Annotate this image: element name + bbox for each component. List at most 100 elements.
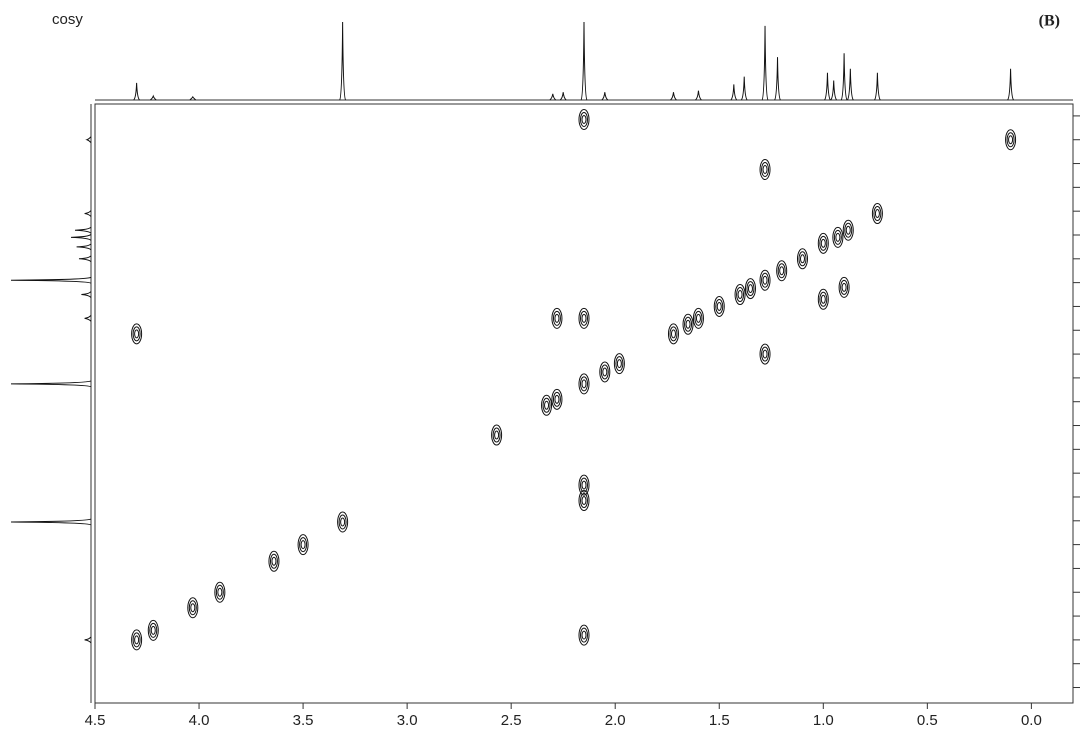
top-projection-peak	[559, 92, 567, 101]
contour-ring	[840, 279, 849, 295]
top-projection-peak	[133, 82, 141, 101]
contour-ring	[541, 394, 553, 416]
contour-ring	[759, 158, 771, 180]
left-projection-peak	[85, 136, 92, 144]
top-projection-peak	[740, 76, 748, 101]
contour-ring	[599, 361, 611, 383]
contour-ring	[215, 584, 224, 600]
cross-peak	[832, 226, 844, 248]
contour-ring	[554, 313, 560, 323]
cross-peak	[541, 394, 553, 416]
top-projection-peak	[189, 95, 197, 101]
cross-peak	[713, 295, 725, 317]
contour-ring	[871, 203, 883, 225]
contour-ring	[667, 323, 679, 345]
cross-peak	[599, 361, 611, 383]
left-projection-peak	[10, 276, 92, 284]
top-projection-peak	[549, 93, 557, 101]
top-projection-peak	[830, 80, 838, 101]
contour-ring	[747, 284, 753, 294]
cross-peak	[297, 534, 309, 556]
contour-ring	[600, 364, 609, 380]
top-projection-peak	[730, 84, 738, 101]
contour-ring	[819, 235, 828, 251]
cross-peak	[131, 629, 143, 651]
cross-peak	[817, 288, 829, 310]
contour-ring	[551, 388, 563, 410]
contour-ring	[552, 310, 561, 326]
contour-ring	[269, 553, 278, 569]
x-tick-label: 4.5	[85, 712, 106, 729]
left-projection-peak	[74, 226, 92, 234]
contour-ring	[759, 343, 771, 365]
contour-ring	[779, 266, 785, 276]
cross-peak	[578, 624, 590, 646]
contour-ring	[134, 635, 140, 645]
left-projection-peak	[76, 243, 92, 251]
top-projection-peak	[580, 21, 588, 101]
contour-ring	[762, 164, 768, 174]
contour-ring	[188, 600, 197, 616]
contour-ring	[694, 310, 703, 326]
contour-ring	[581, 379, 587, 389]
plot-frame	[94, 103, 1074, 704]
contour-ring	[684, 316, 693, 332]
contour-ring	[613, 353, 625, 375]
contour-ring	[338, 514, 347, 530]
contour-ring	[817, 288, 829, 310]
left-projection-peak	[10, 380, 92, 388]
contour-ring	[544, 400, 550, 410]
contour-ring	[670, 329, 676, 339]
contour-ring	[268, 550, 280, 572]
contour-ring	[844, 222, 853, 238]
contour-ring	[131, 323, 143, 345]
contour-ring	[581, 630, 587, 640]
contour-ring	[578, 624, 590, 646]
contour-ring	[737, 290, 743, 300]
top-projection-peak	[695, 90, 702, 101]
x-tick-label: 1.0	[813, 712, 834, 729]
contour-ring	[491, 424, 503, 446]
contour-ring	[734, 284, 746, 306]
cross-peak	[337, 511, 349, 533]
cross-peak	[551, 307, 563, 329]
contour-ring	[580, 310, 588, 326]
contour-ring	[1005, 129, 1017, 151]
cross-peak	[871, 203, 883, 225]
cross-peak	[578, 373, 590, 395]
cross-peak	[667, 323, 679, 345]
contour-ring	[761, 272, 770, 288]
cross-peak	[734, 284, 746, 306]
left-projection-peak	[70, 233, 92, 241]
cross-peak	[147, 619, 159, 641]
contour-ring	[147, 619, 159, 641]
contour-ring	[581, 114, 587, 124]
cross-peak	[759, 343, 771, 365]
cross-peak	[796, 248, 808, 270]
contour-ring	[716, 301, 722, 311]
contour-ring	[799, 254, 805, 264]
contour-ring	[845, 225, 851, 235]
contour-ring	[820, 294, 826, 304]
contour-ring	[759, 269, 771, 291]
contour-ring	[713, 295, 725, 317]
contour-ring	[736, 287, 745, 303]
top-projection-peak	[1007, 68, 1014, 101]
contour-ring	[578, 108, 590, 130]
panel-label: (B)	[1039, 13, 1060, 30]
contour-ring	[873, 206, 882, 222]
contour-ring	[685, 319, 691, 329]
contour-ring	[580, 493, 588, 509]
cross-peak	[744, 278, 756, 300]
contour-ring	[580, 627, 588, 643]
x-tick-label: 1.5	[709, 712, 730, 729]
cross-peak	[578, 108, 590, 130]
contour-ring	[776, 260, 788, 282]
contour-ring	[796, 248, 808, 270]
left-projection-peak	[78, 255, 92, 263]
contour-ring	[132, 326, 141, 342]
cross-peak	[613, 353, 625, 375]
top-projection-peak	[824, 72, 831, 101]
cross-peak	[187, 597, 199, 619]
contour-ring	[762, 349, 768, 359]
